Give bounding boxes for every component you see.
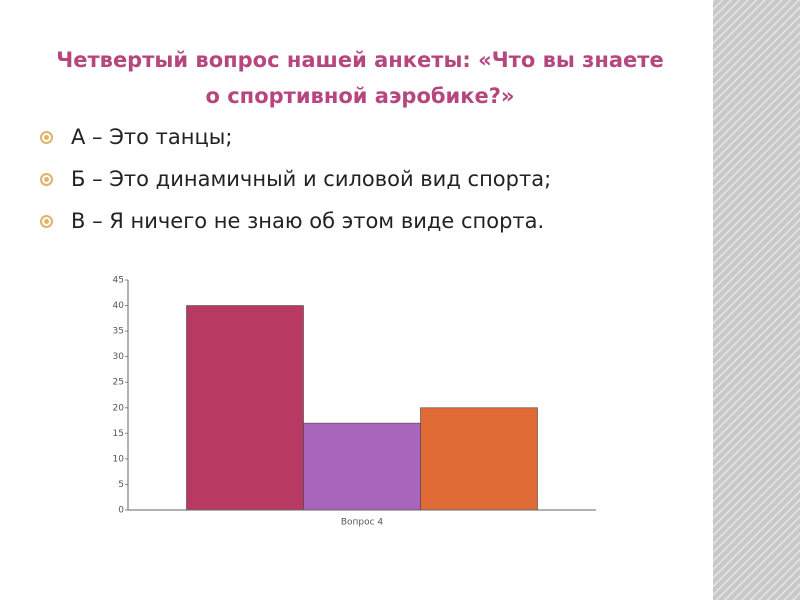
y-tick-label: 45 (113, 276, 124, 286)
bullet-text: В – Я ничего не знаю об этом виде спорта… (71, 209, 545, 233)
y-tick-label: 15 (113, 429, 124, 439)
slide-title: Четвертый вопрос нашей анкеты: «Что вы з… (56, 48, 664, 108)
bar (303, 422, 421, 511)
bullet-text: А – Это танцы; (71, 125, 233, 149)
y-tick-label: 10 (113, 454, 125, 464)
y-tick-label: 35 (113, 327, 124, 337)
y-tick-label: 5 (118, 480, 124, 490)
y-tick-label: 20 (113, 403, 125, 413)
bar (186, 305, 304, 511)
x-tick-label: Вопрос 4 (341, 518, 384, 528)
bullet: А – Это танцы; (40, 116, 551, 158)
bar (420, 407, 538, 511)
bullet-text: Б – Это динамичный и силовой вид спорта; (71, 167, 552, 191)
bullet-list: А – Это танцы; Б – Это динамичный и сило… (40, 116, 551, 242)
y-tick-label: 40 (113, 301, 125, 311)
bullet: В – Я ничего не знаю об этом виде спорта… (40, 200, 551, 242)
chart: 0 5 10 15 20 25 30 35 40 45 Вопрос 4 (113, 276, 596, 528)
decorative-stripe (713, 0, 800, 600)
y-tick-label: 25 (113, 378, 124, 388)
y-tick-label: 0 (118, 506, 124, 516)
bullet: Б – Это динамичный и силовой вид спорта; (40, 158, 551, 200)
y-tick-label: 30 (113, 352, 125, 362)
